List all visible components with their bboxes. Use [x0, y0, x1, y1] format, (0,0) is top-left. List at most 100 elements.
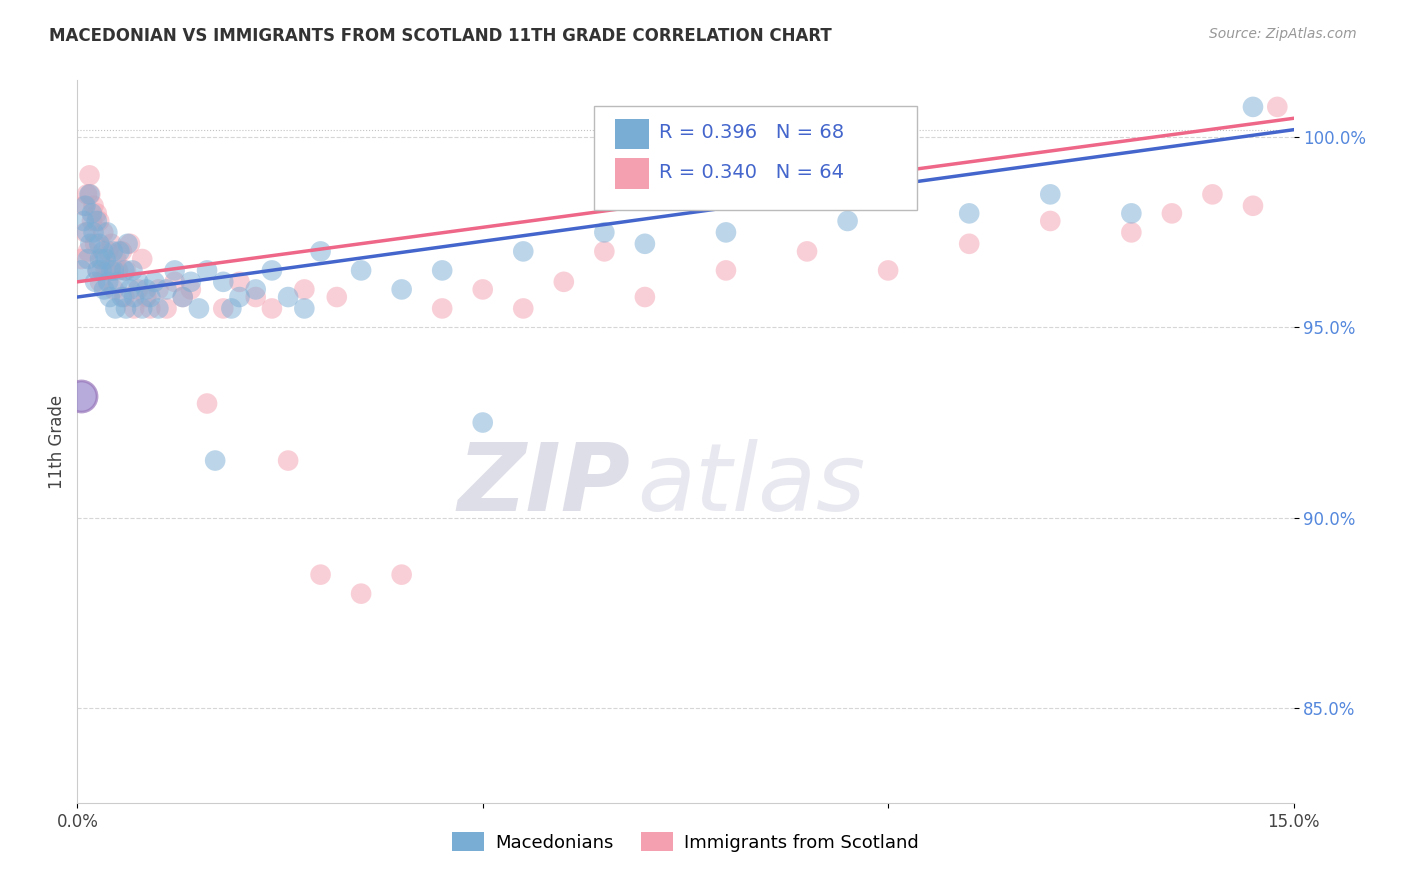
Point — [117, 236, 139, 251]
Point — [89, 252, 111, 266]
Point — [90, 252, 112, 266]
Point — [111, 244, 134, 259]
Text: atlas: atlas — [637, 440, 865, 531]
Point — [634, 290, 657, 304]
Point — [139, 301, 162, 316]
Point — [89, 236, 111, 251]
Point — [84, 236, 107, 251]
Point — [212, 301, 235, 316]
Point — [1039, 187, 1062, 202]
Point — [309, 244, 332, 259]
Point — [1265, 100, 1288, 114]
Point — [90, 263, 112, 277]
Point — [837, 214, 859, 228]
Point — [391, 567, 413, 582]
Point — [70, 263, 93, 277]
Point — [391, 282, 413, 296]
Point — [91, 244, 114, 259]
Point — [115, 263, 138, 277]
Text: Source: ZipAtlas.com: Source: ZipAtlas.com — [1209, 27, 1357, 41]
Point — [118, 236, 141, 251]
Point — [245, 282, 267, 296]
Point — [107, 263, 129, 277]
Point — [260, 301, 283, 316]
Point — [101, 244, 124, 259]
Point — [195, 263, 218, 277]
Point — [83, 199, 105, 213]
Point — [79, 236, 101, 251]
Point — [73, 199, 96, 213]
Point — [139, 290, 162, 304]
Point — [86, 263, 108, 277]
Point — [86, 263, 108, 277]
Point — [1201, 187, 1223, 202]
Point — [593, 226, 616, 240]
Point — [79, 187, 101, 202]
Point — [957, 236, 980, 251]
Point — [188, 301, 211, 316]
Point — [76, 244, 98, 259]
Point — [70, 389, 93, 403]
Point — [292, 282, 315, 296]
Point — [89, 214, 111, 228]
Point — [714, 263, 737, 277]
Text: ZIP: ZIP — [458, 439, 631, 531]
Point — [135, 290, 157, 304]
Point — [84, 275, 107, 289]
Point — [1121, 226, 1143, 240]
Point — [108, 244, 131, 259]
Point — [100, 263, 122, 277]
Y-axis label: 11th Grade: 11th Grade — [48, 394, 66, 489]
Point — [877, 263, 900, 277]
Point — [122, 290, 145, 304]
Point — [350, 263, 373, 277]
Point — [350, 587, 373, 601]
Point — [100, 236, 122, 251]
Point — [1039, 214, 1062, 228]
Point — [107, 275, 129, 289]
Point — [121, 263, 143, 277]
Point — [1121, 206, 1143, 220]
Point — [112, 263, 135, 277]
Point — [155, 282, 177, 296]
Point — [103, 282, 125, 296]
Point — [228, 290, 250, 304]
Point — [111, 290, 134, 304]
Point — [326, 290, 349, 304]
Point — [131, 252, 153, 266]
Point — [131, 301, 153, 316]
Point — [80, 214, 103, 228]
Point — [76, 252, 98, 266]
Point — [553, 275, 575, 289]
Point — [105, 252, 128, 266]
Bar — [614, 158, 650, 189]
Point — [430, 301, 453, 316]
Point — [104, 301, 127, 316]
Point — [714, 226, 737, 240]
Point — [471, 282, 494, 296]
Point — [86, 206, 108, 220]
Point — [155, 301, 177, 316]
Point — [79, 169, 101, 183]
Point — [112, 290, 135, 304]
Point — [115, 301, 138, 316]
Point — [76, 187, 98, 202]
Point — [143, 275, 166, 289]
Point — [1241, 199, 1264, 213]
Point — [163, 263, 186, 277]
Point — [135, 282, 157, 296]
Point — [430, 263, 453, 277]
Point — [103, 263, 125, 277]
Point — [94, 263, 117, 277]
Point — [76, 226, 98, 240]
Point — [1161, 206, 1184, 220]
Point — [70, 252, 93, 266]
Point — [127, 275, 149, 289]
Point — [122, 301, 145, 316]
Point — [277, 290, 299, 304]
Point — [796, 244, 818, 259]
Bar — [614, 119, 650, 149]
Point — [471, 416, 494, 430]
Point — [212, 275, 235, 289]
Point — [204, 453, 226, 467]
